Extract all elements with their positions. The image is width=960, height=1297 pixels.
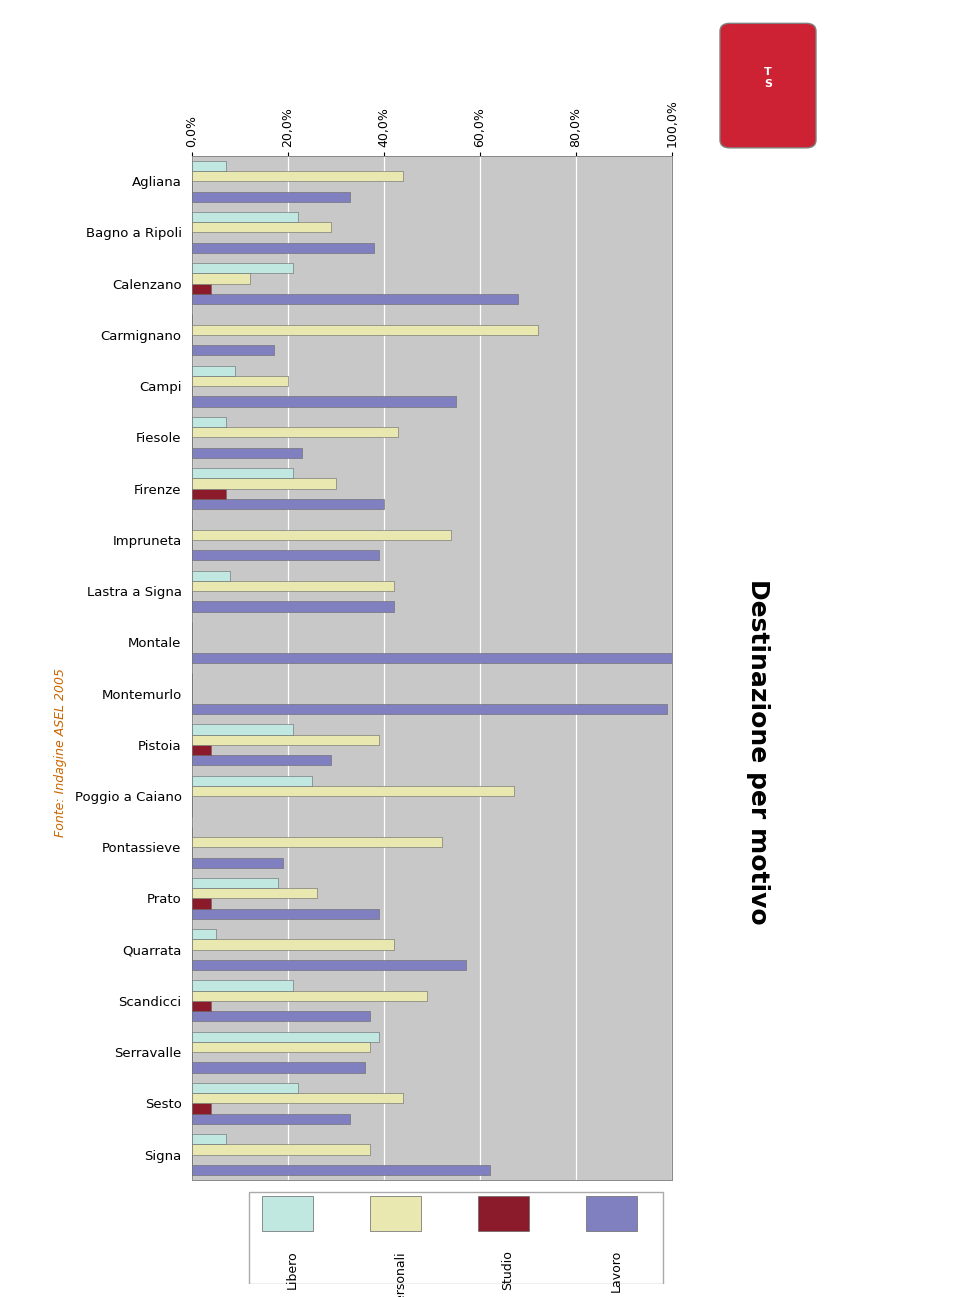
Bar (192, 939, 394, 949)
Bar (192, 1031, 379, 1041)
Bar (192, 776, 312, 786)
Bar (370, 1196, 421, 1231)
Bar (192, 550, 379, 560)
Text: Studio: Studio (501, 1250, 515, 1289)
Bar (192, 857, 283, 868)
Bar (192, 960, 466, 970)
Bar (192, 991, 427, 1001)
Bar (192, 786, 514, 796)
Bar (261, 1196, 313, 1231)
Bar (192, 581, 394, 591)
Text: Destinazione per motivo: Destinazione per motivo (747, 580, 770, 925)
Bar (192, 1093, 403, 1104)
Bar (192, 571, 230, 581)
Bar (192, 211, 298, 222)
Bar (192, 1012, 370, 1022)
Bar (192, 489, 226, 499)
Text: Personali: Personali (394, 1250, 406, 1297)
Bar (192, 1165, 490, 1175)
Bar (192, 529, 451, 540)
Bar (478, 1196, 530, 1231)
Bar (192, 447, 302, 458)
Bar (192, 1134, 226, 1144)
Bar (192, 1001, 211, 1012)
Bar (192, 837, 442, 847)
Bar (192, 1144, 370, 1154)
Text: Libero: Libero (285, 1250, 299, 1289)
Bar (192, 222, 331, 232)
Bar (192, 909, 379, 920)
Bar (192, 1104, 211, 1114)
Bar (192, 274, 250, 284)
Bar (192, 744, 211, 755)
Bar (192, 345, 274, 355)
Bar (192, 1083, 298, 1093)
FancyBboxPatch shape (249, 1192, 663, 1284)
Bar (586, 1196, 637, 1231)
Bar (192, 981, 293, 991)
Bar (192, 192, 350, 202)
Bar (192, 704, 667, 715)
FancyBboxPatch shape (720, 23, 816, 148)
Bar (192, 929, 216, 939)
Bar (192, 468, 293, 479)
Bar (192, 263, 293, 274)
Bar (192, 652, 672, 663)
Bar (192, 755, 331, 765)
Bar (192, 878, 278, 888)
Text: Fonte: Indagine ASEL 2005: Fonte: Indagine ASEL 2005 (54, 668, 67, 837)
Bar (192, 161, 226, 171)
Bar (192, 294, 518, 305)
Bar (192, 499, 384, 510)
Bar (192, 366, 235, 376)
Text: Lavoro: Lavoro (610, 1250, 622, 1292)
Bar (192, 416, 226, 427)
Bar (192, 899, 211, 909)
Bar (192, 427, 398, 437)
Bar (192, 602, 394, 612)
Bar (192, 243, 374, 253)
Bar (192, 1041, 370, 1052)
Text: T
S: T S (764, 67, 772, 88)
Bar (192, 888, 317, 899)
Bar (192, 397, 456, 407)
Bar (192, 734, 379, 744)
Bar (192, 1114, 350, 1124)
Text: La domanda di mobilità: modelli di spostamento: La domanda di mobilità: modelli di spost… (895, 479, 910, 818)
Bar (192, 324, 538, 335)
Bar (192, 1062, 365, 1073)
Bar (192, 284, 211, 294)
Bar (192, 724, 293, 734)
Bar (192, 479, 336, 489)
Bar (192, 376, 288, 387)
Bar (192, 171, 403, 182)
